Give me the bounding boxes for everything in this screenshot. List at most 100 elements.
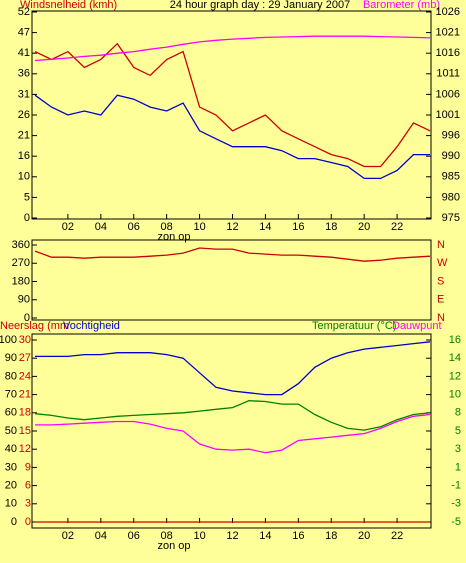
y2-tick-label: 1011 bbox=[436, 68, 460, 80]
x-tick-label: 16 bbox=[292, 221, 304, 233]
y-tick-label: 41 bbox=[18, 47, 30, 59]
y2-tick-label: 980 bbox=[442, 191, 460, 203]
series-line bbox=[34, 42, 431, 168]
y-tick-label: 16 bbox=[18, 150, 30, 162]
y-tick-label: 90 bbox=[18, 294, 30, 306]
y-tick-label: 60 bbox=[5, 407, 17, 419]
y2-tick-label: 1016 bbox=[436, 47, 460, 59]
legend-label: Vochtigheid bbox=[63, 320, 120, 332]
y-tick-label: 10 bbox=[5, 498, 17, 510]
y-tick-label: 26 bbox=[18, 109, 30, 121]
y2-tick-label: E bbox=[437, 294, 444, 306]
x-tick-label: 12 bbox=[226, 221, 238, 233]
y2-tick-label: 996 bbox=[442, 130, 460, 142]
x-tick-label: 04 bbox=[95, 530, 107, 542]
y-tick-label: 20 bbox=[5, 480, 17, 492]
annotation: zon op bbox=[157, 231, 190, 243]
x-tick-label: 10 bbox=[193, 530, 205, 542]
y2-tick-label: 16 bbox=[449, 334, 461, 346]
annotation: zon op bbox=[157, 540, 190, 552]
y2-tick-label: 8 bbox=[455, 407, 461, 419]
y2-tick-label: 1 bbox=[455, 461, 461, 473]
x-tick-label: 10 bbox=[193, 221, 205, 233]
y2-tick-label: 990 bbox=[442, 150, 460, 162]
y2-tick-label: 3 bbox=[455, 443, 461, 455]
y-tick-label: 180 bbox=[12, 275, 30, 287]
y3-tick-label: 6 bbox=[25, 480, 31, 492]
legend-label: Neerslag (mm bbox=[0, 320, 69, 332]
y2-tick-label: 10 bbox=[449, 389, 461, 401]
x-tick-label: 04 bbox=[95, 221, 107, 233]
y3-tick-label: 9 bbox=[25, 461, 31, 473]
y-tick-label: 360 bbox=[12, 239, 30, 251]
x-tick-label: 12 bbox=[226, 530, 238, 542]
panel-frame bbox=[31, 239, 432, 321]
y-axis-label: Windsnelheid (kmh) bbox=[20, 0, 117, 11]
x-tick-label: 08 bbox=[161, 530, 173, 542]
y2-tick-label: 1021 bbox=[436, 27, 460, 39]
y-tick-label: 10 bbox=[18, 171, 30, 183]
y-tick-label: 36 bbox=[18, 68, 30, 80]
x-tick-label: 14 bbox=[259, 221, 271, 233]
legend-label: Temperatuur (°C) bbox=[312, 320, 396, 332]
x-tick-label: 06 bbox=[128, 530, 140, 542]
y2-tick-label: 12 bbox=[449, 370, 461, 382]
y3-tick-label: 24 bbox=[19, 370, 31, 382]
y2-tick-label: N bbox=[437, 312, 445, 324]
y-tick-label: 80 bbox=[5, 370, 17, 382]
y-tick-label: 21 bbox=[18, 130, 30, 142]
y2-tick-label: 975 bbox=[442, 212, 460, 224]
y3-tick-label: 21 bbox=[19, 389, 31, 401]
y-tick-label: 30 bbox=[5, 461, 17, 473]
y2-tick-label: 1001 bbox=[436, 109, 460, 121]
x-tick-label: 06 bbox=[128, 221, 140, 233]
y2-tick-label: N bbox=[437, 239, 445, 251]
x-tick-label: 08 bbox=[161, 221, 173, 233]
y2-tick-label: 14 bbox=[449, 352, 461, 364]
x-tick-label: 16 bbox=[292, 530, 304, 542]
x-tick-label: 02 bbox=[62, 221, 74, 233]
y-tick-label: 0 bbox=[24, 312, 30, 324]
y2-tick-label: S bbox=[437, 275, 444, 287]
y-tick-label: 31 bbox=[18, 88, 30, 100]
y2-tick-label: -1 bbox=[451, 480, 461, 492]
series-line bbox=[34, 94, 430, 180]
y-tick-label: 40 bbox=[5, 443, 17, 455]
y3-tick-label: 18 bbox=[19, 407, 31, 419]
y-tick-label: 47 bbox=[18, 27, 30, 39]
series-line bbox=[34, 35, 431, 62]
y2-tick-label: 1006 bbox=[436, 88, 460, 100]
y2-tick-label: 5 bbox=[455, 425, 461, 437]
y-tick-label: 270 bbox=[12, 257, 30, 269]
series-line bbox=[34, 247, 431, 262]
y-tick-label: 0 bbox=[24, 212, 30, 224]
y2-tick-label: -5 bbox=[451, 516, 461, 528]
chart-title: 24 hour graph day : 29 January 2007 bbox=[170, 0, 350, 11]
legend-label: Dauwpunt bbox=[392, 320, 442, 332]
y3-tick-label: 0 bbox=[25, 516, 31, 528]
y3-tick-label: 3 bbox=[25, 498, 31, 510]
y2-tick-label: 1026 bbox=[436, 6, 460, 18]
x-tick-label: 20 bbox=[358, 530, 370, 542]
series-line bbox=[35, 341, 431, 396]
y-tick-label: 100 bbox=[0, 334, 17, 346]
x-tick-label: 02 bbox=[62, 530, 74, 542]
y3-tick-label: 15 bbox=[19, 425, 31, 437]
y3-tick-label: 27 bbox=[19, 352, 31, 364]
y3-tick-label: 30 bbox=[19, 334, 31, 346]
y3-tick-label: 12 bbox=[19, 443, 31, 455]
x-tick-label: 22 bbox=[391, 221, 403, 233]
y-tick-label: 50 bbox=[5, 425, 17, 437]
y2-tick-label: W bbox=[437, 257, 448, 269]
x-tick-label: 18 bbox=[325, 530, 337, 542]
y-tick-label: 70 bbox=[5, 389, 17, 401]
x-tick-label: 18 bbox=[325, 221, 337, 233]
x-tick-label: 14 bbox=[259, 530, 271, 542]
series-line bbox=[35, 413, 431, 454]
y-tick-label: 90 bbox=[5, 352, 17, 364]
y2-axis-label: Barometer (mb) bbox=[363, 0, 440, 11]
y2-tick-label: -3 bbox=[451, 498, 461, 510]
